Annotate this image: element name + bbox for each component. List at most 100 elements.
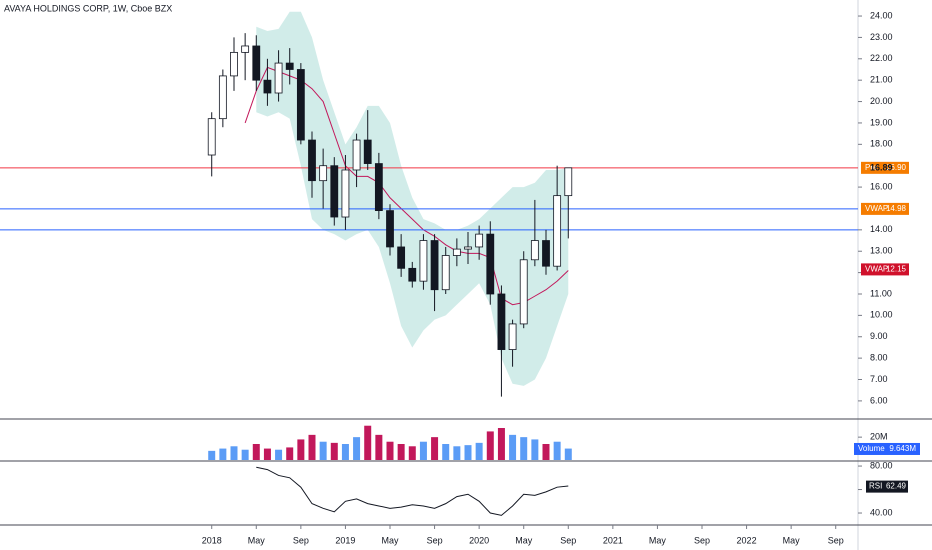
- y-tick-label: 21.00: [870, 75, 893, 85]
- volume-bar: [497, 428, 505, 460]
- volume-bar: [464, 445, 472, 460]
- candle-body: [285, 62, 294, 70]
- volume-bar: [275, 449, 283, 460]
- x-tick-label: Sep: [828, 535, 844, 545]
- candle-body: [319, 165, 328, 182]
- y-tick-label: 8.00: [870, 353, 888, 363]
- y-tick-label: 22.00: [870, 53, 893, 63]
- x-tick-label: Sep: [427, 535, 443, 545]
- volume-bar: [509, 434, 517, 460]
- candle-body: [441, 255, 450, 291]
- volume-bar: [319, 441, 327, 460]
- level-name: Pre: [865, 163, 878, 172]
- rsi-tag: [866, 480, 908, 493]
- x-tick-label: 2019: [335, 535, 355, 545]
- volume-bar: [341, 444, 349, 460]
- volume-bar: [286, 447, 294, 460]
- level-name: VWAP: [865, 265, 888, 274]
- candle-body: [330, 165, 339, 218]
- candle-body: [352, 139, 361, 171]
- x-tick-label: May: [783, 535, 801, 545]
- y-tick-label: 19.00: [870, 117, 893, 127]
- level-value: 12.15: [886, 265, 907, 274]
- volume-bar: [442, 444, 450, 460]
- volume-bar: [386, 441, 394, 460]
- candle-body: [530, 240, 539, 261]
- rsi-tick-label: 80.00: [870, 460, 893, 470]
- candle-body: [241, 45, 250, 53]
- volume-tick-label: 20M: [870, 432, 888, 442]
- candle-body: [230, 51, 238, 77]
- volume-bar: [520, 437, 528, 460]
- candle-body: [486, 233, 495, 295]
- x-tick-label: May: [248, 535, 266, 545]
- volume-bar: [263, 448, 271, 460]
- y-tick-label: 16.00: [870, 181, 893, 191]
- candle-body: [274, 62, 283, 94]
- level-value: 14.98: [886, 204, 907, 213]
- candle-body: [218, 75, 227, 120]
- y-tick-label: 9.00: [870, 331, 888, 341]
- y-tick-label: 18.00: [870, 139, 893, 149]
- x-tick-label: 2020: [469, 535, 489, 545]
- volume-bar: [486, 431, 494, 460]
- volume-bar: [542, 444, 550, 460]
- candle-body: [386, 210, 394, 248]
- volume-bar: [475, 442, 483, 460]
- x-tick-label: Sep: [694, 535, 710, 545]
- candle-body: [374, 163, 383, 212]
- y-tick-label: 10.00: [870, 310, 893, 320]
- candle-body: [452, 248, 461, 256]
- candle-body: [553, 195, 562, 267]
- chart-title: AVAYA HOLDINGS CORP, 1W, Cboe BZX: [4, 3, 172, 13]
- volume-bar: [564, 448, 572, 460]
- y-tick-label: 20.00: [870, 96, 893, 106]
- candle-body: [296, 69, 305, 141]
- candle-body: [419, 240, 428, 282]
- x-tick-label: May: [649, 535, 667, 545]
- volume-bar: [230, 446, 238, 460]
- volume-bar: [419, 441, 427, 460]
- rsi-tick-label: 40.00: [870, 507, 893, 517]
- candle-body: [252, 45, 261, 81]
- candle-body: [207, 118, 216, 156]
- volume-bar: [364, 425, 372, 460]
- y-tick-label: 14.00: [870, 224, 893, 234]
- last-price: 16.89: [870, 162, 893, 172]
- level-tag: [861, 161, 909, 174]
- rsi-value: 62.49: [886, 482, 907, 491]
- level-name: VWAP: [865, 204, 888, 213]
- volume-name: Volume: [858, 444, 885, 453]
- candle-body: [564, 167, 573, 197]
- y-tick-label: 6.00: [870, 395, 888, 405]
- volume-bar: [531, 439, 539, 460]
- level-tag: [861, 202, 909, 215]
- volume-bar: [252, 444, 260, 460]
- candle-body: [464, 246, 472, 250]
- volume-bar: [375, 434, 383, 460]
- y-tick-label: 23.00: [870, 32, 893, 42]
- volume-bar: [431, 437, 439, 460]
- y-tick-label: 7.00: [870, 374, 888, 384]
- volume-bar: [241, 449, 249, 460]
- x-tick-label: May: [381, 535, 399, 545]
- x-tick-label: May: [515, 535, 533, 545]
- candle-body: [408, 267, 417, 282]
- y-tick-label: 13.00: [870, 246, 893, 256]
- volume-bar: [297, 439, 305, 460]
- volume-bar: [219, 448, 227, 460]
- candle-body: [519, 259, 528, 325]
- candle-body: [263, 79, 272, 94]
- volume-bar: [453, 446, 461, 460]
- x-tick-label: Sep: [560, 535, 576, 545]
- y-tick-label: 11.00: [870, 288, 892, 298]
- level-value: 16.90: [886, 163, 907, 172]
- volume-bar: [408, 446, 416, 460]
- candle-body: [542, 240, 550, 267]
- candle-body: [341, 169, 350, 218]
- candle-body: [475, 233, 484, 248]
- rsi-name: RSI: [869, 482, 882, 491]
- volume-bar: [353, 437, 361, 460]
- volume-bar: [208, 450, 216, 460]
- x-tick-label: Sep: [293, 535, 309, 545]
